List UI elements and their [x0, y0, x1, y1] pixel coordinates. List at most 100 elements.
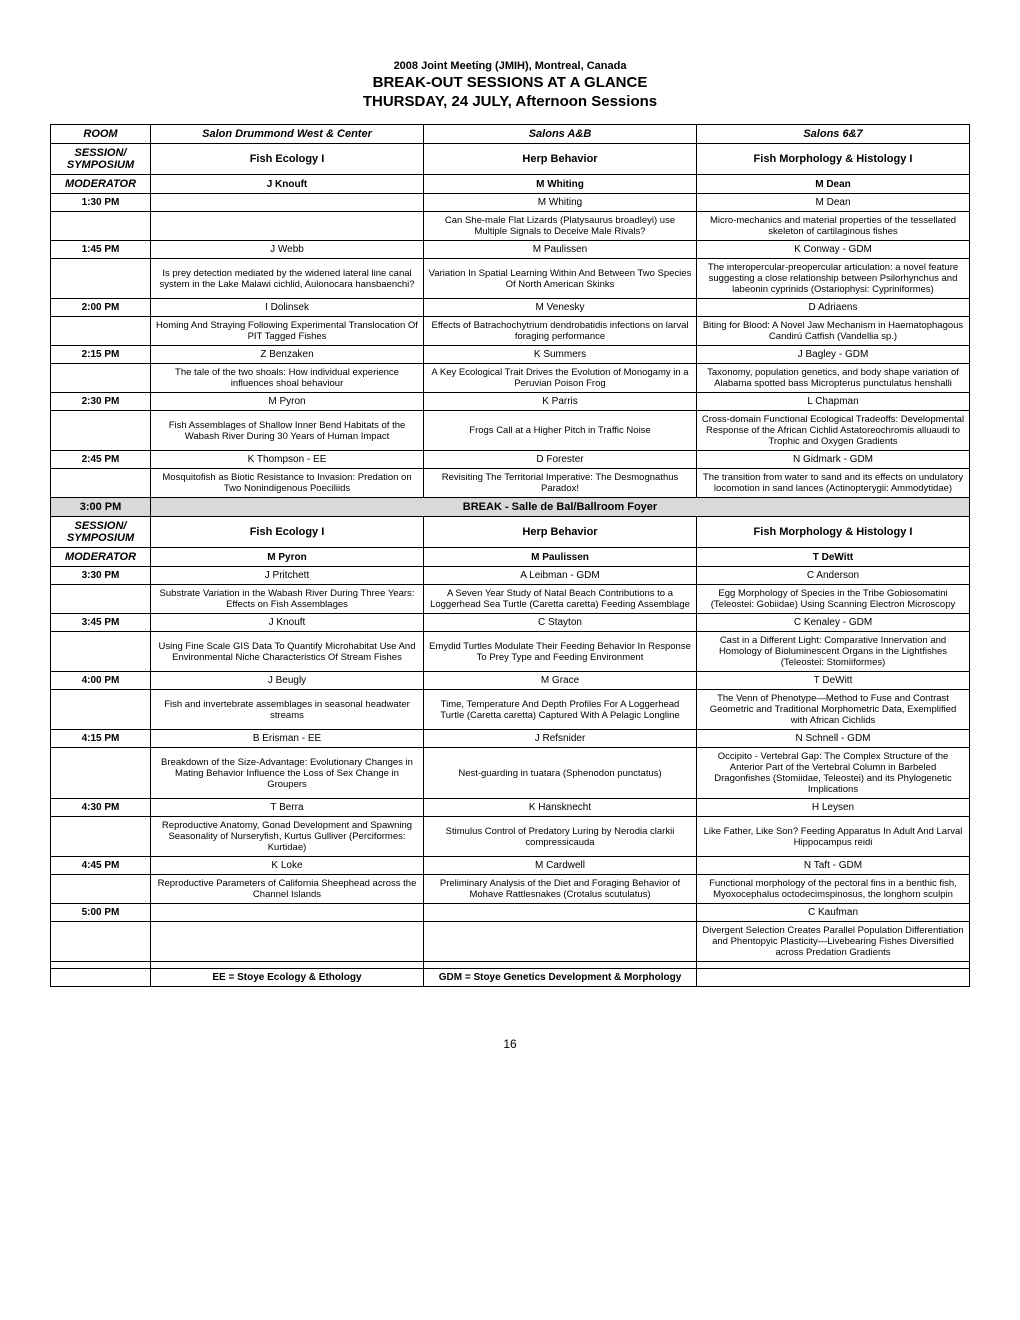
session-label: SESSION/ SYMPOSIUM	[51, 144, 151, 175]
talk-cell: The tale of the two shoals: How individu…	[151, 364, 424, 393]
page-number: 16	[50, 1037, 970, 1051]
presenter-cell	[424, 904, 697, 922]
talk-cell: Taxonomy, population genetics, and body …	[697, 364, 970, 393]
talk-cell: Nest-guarding in tuatara (Sphenodon punc…	[424, 748, 697, 799]
presenter-cell	[151, 904, 424, 922]
page-header: 2008 Joint Meeting (JMIH), Montreal, Can…	[50, 60, 970, 110]
empty-cell	[51, 922, 151, 962]
presenter-cell: A Leibman - GDM	[424, 567, 697, 585]
empty-cell	[51, 317, 151, 346]
presenter-cell: K Loke	[151, 857, 424, 875]
talk-cell	[151, 212, 424, 241]
moderator-name: M Pyron	[151, 548, 424, 567]
presenter-cell	[151, 194, 424, 212]
time-cell: 2:45 PM	[51, 451, 151, 469]
empty-cell	[51, 632, 151, 672]
presenter-cell: K Summers	[424, 346, 697, 364]
session-name: Herp Behavior	[424, 517, 697, 548]
presenter-cell: J Beugly	[151, 672, 424, 690]
time-cell: 4:45 PM	[51, 857, 151, 875]
talk-cell: Reproductive Anatomy, Gonad Development …	[151, 817, 424, 857]
time-cell: 1:45 PM	[51, 241, 151, 259]
time-cell: 4:15 PM	[51, 730, 151, 748]
moderator-name: M Paulissen	[424, 548, 697, 567]
session-name: Herp Behavior	[424, 144, 697, 175]
talk-cell: Is prey detection mediated by the widene…	[151, 259, 424, 299]
time-cell: 4:30 PM	[51, 799, 151, 817]
legend-cell: EE = Stoye Ecology & Ethology	[151, 969, 424, 987]
presenter-cell: N Gidmark - GDM	[697, 451, 970, 469]
presenter-cell: M Pyron	[151, 393, 424, 411]
empty-cell	[51, 817, 151, 857]
session-label: SESSION/ SYMPOSIUM	[51, 517, 151, 548]
talk-cell	[151, 922, 424, 962]
talk-cell: Fish and invertebrate assemblages in sea…	[151, 690, 424, 730]
talk-cell: Preliminary Analysis of the Diet and For…	[424, 875, 697, 904]
presenter-cell: M Grace	[424, 672, 697, 690]
empty	[424, 962, 697, 969]
presenter-cell: H Leysen	[697, 799, 970, 817]
presenter-cell: C Kaufman	[697, 904, 970, 922]
time-cell: 3:30 PM	[51, 567, 151, 585]
break-label: BREAK - Salle de Bal/Ballroom Foyer	[151, 498, 970, 517]
presenter-cell: C Stayton	[424, 614, 697, 632]
moderator-name: J Knouft	[151, 175, 424, 194]
empty	[51, 962, 151, 969]
empty-cell	[51, 748, 151, 799]
presenter-cell: J Pritchett	[151, 567, 424, 585]
talk-cell: Effects of Batrachochytrium dendrobatidi…	[424, 317, 697, 346]
empty-cell	[51, 585, 151, 614]
talk-cell: Reproductive Parameters of California Sh…	[151, 875, 424, 904]
session-name: Fish Ecology I	[151, 144, 424, 175]
moderator-name: M Whiting	[424, 175, 697, 194]
talk-cell: A Seven Year Study of Natal Beach Contri…	[424, 585, 697, 614]
session-name: Fish Morphology & Histology I	[697, 517, 970, 548]
empty-cell	[51, 469, 151, 498]
moderator-label: MODERATOR	[51, 175, 151, 194]
moderator-label: MODERATOR	[51, 548, 151, 567]
presenter-cell: C Anderson	[697, 567, 970, 585]
break-row: 3:00 PM BREAK - Salle de Bal/Ballroom Fo…	[51, 498, 970, 517]
moderator-name: M Dean	[697, 175, 970, 194]
talk-cell: Micro-mechanics and material properties …	[697, 212, 970, 241]
room-name: Salons A&B	[424, 125, 697, 144]
talk-cell: Revisiting The Territorial Imperative: T…	[424, 469, 697, 498]
empty-cell	[51, 364, 151, 393]
talk-cell: Frogs Call at a Higher Pitch in Traffic …	[424, 411, 697, 451]
time-cell: 2:00 PM	[51, 299, 151, 317]
talk-cell: The Venn of Phenotype—Method to Fuse and…	[697, 690, 970, 730]
time-cell: 4:00 PM	[51, 672, 151, 690]
empty-cell	[51, 212, 151, 241]
presenter-cell: T Berra	[151, 799, 424, 817]
room-label: ROOM	[51, 125, 151, 144]
presenter-cell: M Cardwell	[424, 857, 697, 875]
talk-cell: The interopercular-preopercular articula…	[697, 259, 970, 299]
time-cell: 1:30 PM	[51, 194, 151, 212]
empty-cell	[51, 411, 151, 451]
session-name: Fish Ecology I	[151, 517, 424, 548]
talk-cell: Divergent Selection Creates Parallel Pop…	[697, 922, 970, 962]
presenter-cell: D Adriaens	[697, 299, 970, 317]
talk-cell: Breakdown of the Size-Advantage: Evoluti…	[151, 748, 424, 799]
meeting-name: 2008 Joint Meeting (JMIH), Montreal, Can…	[50, 60, 970, 72]
talk-cell: Biting for Blood: A Novel Jaw Mechanism …	[697, 317, 970, 346]
moderator-name: T DeWitt	[697, 548, 970, 567]
talk-cell: Substrate Variation in the Wabash River …	[151, 585, 424, 614]
talk-cell: Emydid Turtles Modulate Their Feeding Be…	[424, 632, 697, 672]
empty	[151, 962, 424, 969]
empty-cell	[51, 690, 151, 730]
presenter-cell: J Bagley - GDM	[697, 346, 970, 364]
talk-cell: Cast in a Different Light: Comparative I…	[697, 632, 970, 672]
presenter-cell: B Erisman - EE	[151, 730, 424, 748]
presenter-cell: C Kenaley - GDM	[697, 614, 970, 632]
talk-cell: Like Father, Like Son? Feeding Apparatus…	[697, 817, 970, 857]
talk-cell: The transition from water to sand and it…	[697, 469, 970, 498]
presenter-cell: J Knouft	[151, 614, 424, 632]
page-title-2: THURSDAY, 24 JULY, Afternoon Sessions	[50, 93, 970, 110]
room-name: Salons 6&7	[697, 125, 970, 144]
talk-cell: Variation In Spatial Learning Within And…	[424, 259, 697, 299]
talk-cell: Using Fine Scale GIS Data To Quantify Mi…	[151, 632, 424, 672]
talk-cell: A Key Ecological Trait Drives the Evolut…	[424, 364, 697, 393]
presenter-cell: Z Benzaken	[151, 346, 424, 364]
time-cell: 3:45 PM	[51, 614, 151, 632]
